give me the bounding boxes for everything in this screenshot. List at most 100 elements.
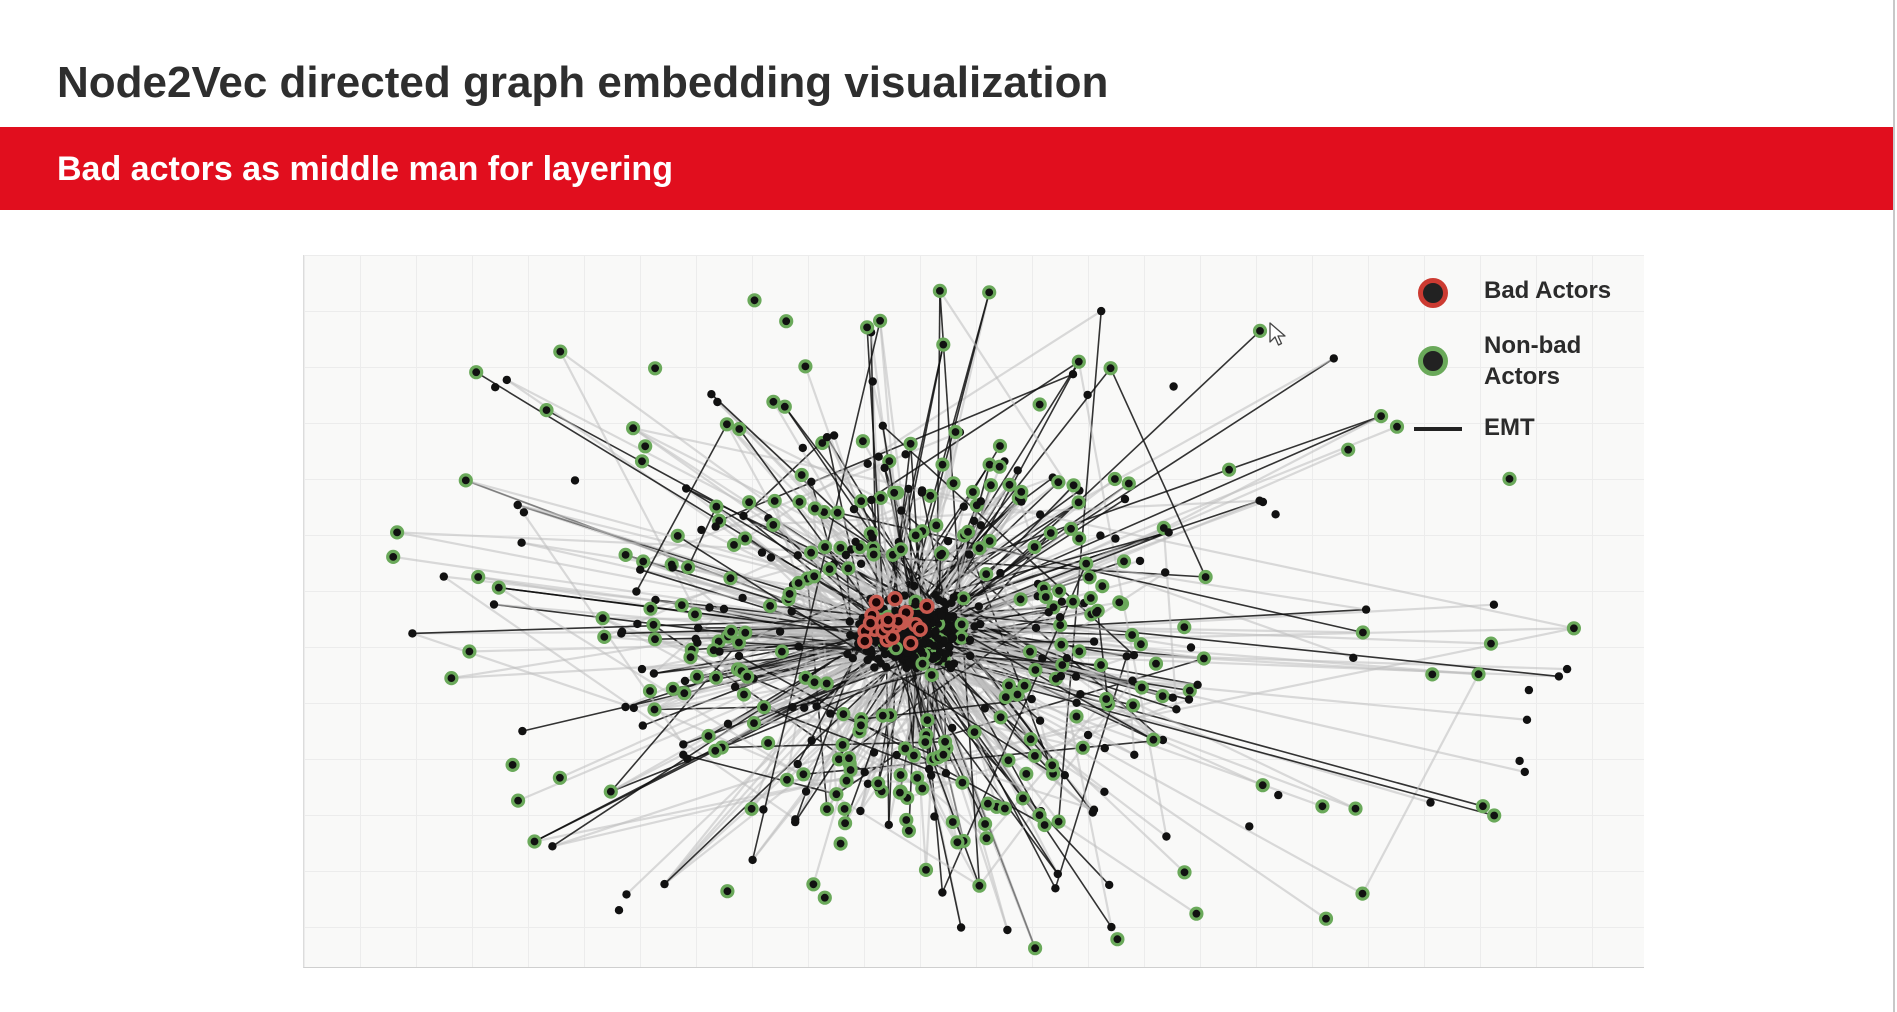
non-bad-actor-node xyxy=(983,478,999,493)
non-bad-actor-node xyxy=(796,767,811,782)
node xyxy=(931,626,940,636)
node xyxy=(880,463,889,473)
non-bad-actor-node xyxy=(997,801,1013,816)
node xyxy=(948,723,957,733)
edge xyxy=(521,541,1192,649)
non-bad-actor-node xyxy=(738,625,753,640)
non-bad-actor-node xyxy=(1054,637,1069,652)
non-bad-actor-node xyxy=(853,718,869,733)
node xyxy=(1044,608,1053,617)
non-bad-actor-node xyxy=(955,775,970,790)
non-bad-actor-node xyxy=(761,735,776,751)
node xyxy=(1038,654,1047,663)
edge xyxy=(938,290,1080,504)
slide-title: Node2Vec directed graph embedding visual… xyxy=(57,58,1109,107)
node xyxy=(705,603,714,612)
non-bad-actor-node xyxy=(1221,462,1237,477)
non-bad-actor-node xyxy=(972,541,987,556)
non-bad-actor-node xyxy=(731,635,746,650)
node xyxy=(713,397,722,407)
non-bad-actor-node xyxy=(923,488,938,503)
non-bad-actor-node xyxy=(732,421,747,437)
non-bad-actor-node xyxy=(444,671,459,686)
node xyxy=(1186,643,1196,652)
node xyxy=(793,551,802,560)
non-bad-actor-node xyxy=(642,683,658,699)
node xyxy=(707,390,716,399)
node xyxy=(916,646,926,656)
edge xyxy=(635,423,728,592)
non-bad-actor-node xyxy=(595,611,610,626)
non-bad-actor-node xyxy=(774,644,789,659)
non-bad-actor-node xyxy=(720,884,735,899)
node xyxy=(682,484,691,493)
node xyxy=(1111,534,1120,543)
node xyxy=(739,511,748,521)
node xyxy=(917,488,927,497)
node xyxy=(801,787,811,796)
non-bad-actor-node xyxy=(681,560,696,575)
node xyxy=(1120,494,1130,504)
non-bad-actor-node xyxy=(1471,667,1486,682)
node xyxy=(863,459,872,468)
non-bad-actor-node xyxy=(777,399,792,414)
edge xyxy=(1057,820,1198,915)
edge xyxy=(475,371,919,643)
non-bad-actor-node xyxy=(708,743,723,758)
non-bad-actor-node xyxy=(866,547,881,562)
non-bad-actor-node xyxy=(1066,478,1081,493)
node xyxy=(870,663,879,672)
non-bad-actor-node xyxy=(1013,592,1028,607)
node xyxy=(730,682,740,692)
node xyxy=(793,759,802,769)
node xyxy=(1130,750,1139,759)
non-bad-actor-node xyxy=(670,528,685,543)
bad-actor-node xyxy=(857,633,873,649)
node xyxy=(408,629,417,638)
non-bad-actor-node xyxy=(837,816,853,831)
non-bad-actor-node xyxy=(1027,941,1043,956)
non-bad-actor-node xyxy=(552,770,567,785)
edge xyxy=(751,320,881,861)
non-bad-actor-node xyxy=(1055,657,1070,673)
edge xyxy=(465,479,945,612)
edge xyxy=(552,753,944,848)
non-bad-actor-node xyxy=(980,796,996,811)
node xyxy=(794,642,803,651)
node xyxy=(930,812,939,821)
node xyxy=(636,565,645,574)
node xyxy=(933,634,943,643)
non-bad-actor-node xyxy=(1373,409,1389,424)
non-bad-actor-node xyxy=(742,495,757,510)
node xyxy=(927,771,936,780)
non-bad-actor-node xyxy=(1315,799,1330,814)
non-bad-actor-node xyxy=(992,459,1007,474)
node xyxy=(976,521,986,530)
non-bad-actor-node xyxy=(738,531,753,546)
non-bad-actor-node xyxy=(977,816,993,832)
non-bad-actor-node xyxy=(837,801,852,817)
non-bad-actor-node xyxy=(936,747,951,762)
node xyxy=(897,506,906,515)
node xyxy=(891,606,900,616)
edge xyxy=(938,425,1398,613)
non-bad-actor-node xyxy=(1103,361,1118,376)
network-graph xyxy=(386,283,1582,956)
non-bad-actor-node xyxy=(462,644,477,659)
node xyxy=(1096,531,1105,540)
non-bad-actor-node xyxy=(1001,753,1016,768)
node xyxy=(491,383,500,392)
node xyxy=(638,721,647,730)
node xyxy=(856,806,865,816)
node xyxy=(775,627,785,636)
legend: Bad Actors Non-bad Actors EMT xyxy=(1410,272,1640,462)
non-bad-actor-node xyxy=(972,878,987,893)
node xyxy=(937,611,946,620)
non-bad-actor-node xyxy=(915,656,930,671)
node xyxy=(1161,568,1170,577)
node xyxy=(798,443,807,453)
non-bad-actor-node xyxy=(807,675,822,690)
edge xyxy=(861,440,1007,698)
non-bad-actor-node xyxy=(469,365,484,380)
edge xyxy=(632,427,1575,630)
